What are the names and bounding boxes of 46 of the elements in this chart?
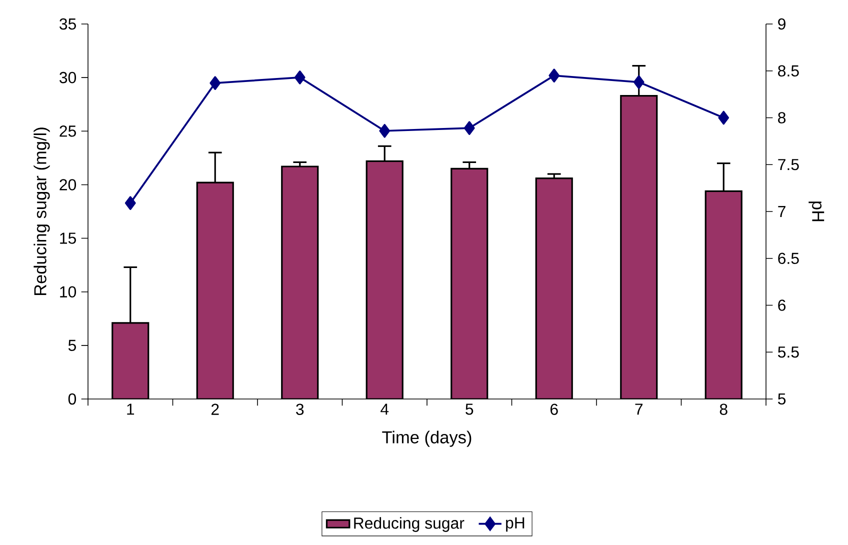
bar bbox=[620, 94, 658, 399]
bar bbox=[535, 177, 573, 399]
y2-tick-label: 5.5 bbox=[778, 346, 799, 358]
x-tick-label: 8 bbox=[720, 404, 728, 415]
y-tick-label: 25 bbox=[60, 126, 76, 137]
x-axis-title: Time (days) bbox=[382, 430, 472, 447]
y2-tick-label: 5 bbox=[778, 393, 786, 405]
y2-tick-label: 7 bbox=[778, 206, 786, 217]
bar bbox=[112, 322, 150, 399]
y2-tick-label: 7.5 bbox=[778, 159, 799, 170]
bar bbox=[450, 168, 488, 399]
y2-tick-label: 9 bbox=[778, 18, 786, 30]
y-tick-label: 5 bbox=[68, 340, 76, 351]
legend-label: Reducing sugar bbox=[354, 517, 464, 532]
point bbox=[633, 75, 644, 90]
y2-axis-title: pH bbox=[808, 202, 824, 222]
point bbox=[718, 110, 730, 125]
bar bbox=[196, 182, 234, 399]
y2-tick-label: 8 bbox=[778, 112, 786, 124]
point bbox=[210, 76, 221, 90]
y2-tick-label: 6.5 bbox=[778, 252, 799, 264]
y2-tick-label: 8.5 bbox=[778, 65, 799, 77]
y2-tick-label: 6 bbox=[778, 300, 786, 311]
x-tick-label: 1 bbox=[127, 404, 134, 415]
x-tick-label: 3 bbox=[296, 404, 304, 415]
x-tick-label: 5 bbox=[466, 404, 474, 415]
y-tick-label: 35 bbox=[60, 18, 76, 30]
point bbox=[464, 121, 475, 135]
point bbox=[379, 124, 390, 138]
point bbox=[294, 70, 306, 84]
y-tick-label: 20 bbox=[60, 179, 76, 190]
bar bbox=[366, 160, 404, 399]
x-tick-label: 7 bbox=[635, 404, 643, 415]
y-tick-label: 15 bbox=[60, 232, 76, 244]
point bbox=[124, 196, 136, 210]
point bbox=[548, 68, 560, 82]
x-tick-label: 4 bbox=[380, 404, 389, 415]
legend-label: pH bbox=[506, 517, 524, 532]
x-tick-label: 2 bbox=[211, 404, 219, 415]
y-axis-title: Reducing sugar (mg/l) bbox=[34, 128, 50, 296]
y-tick-label: 10 bbox=[60, 286, 76, 298]
x-tick-label: 6 bbox=[550, 404, 558, 415]
bar bbox=[281, 166, 319, 399]
y-tick-label: 30 bbox=[60, 72, 76, 84]
bar bbox=[704, 190, 742, 399]
y-tick-label: 0 bbox=[68, 393, 76, 405]
